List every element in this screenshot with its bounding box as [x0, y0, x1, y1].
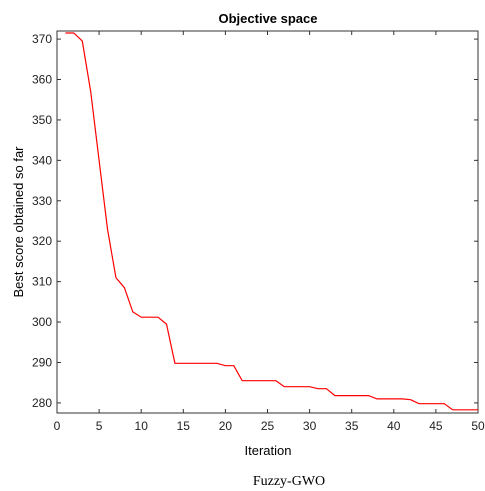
- y-tick-label: 280: [32, 396, 52, 410]
- x-tick-label: 50: [471, 419, 485, 433]
- plot-area: [56, 30, 479, 414]
- figure-caption: Fuzzy-GWO: [253, 474, 325, 489]
- x-tick-label: 30: [303, 419, 317, 433]
- axis-ticks: [56, 31, 479, 413]
- x-tick-label: 25: [261, 419, 275, 433]
- x-axis-label: Iteration: [245, 443, 292, 458]
- x-tick-label: 5: [96, 419, 103, 433]
- x-tick-label: 40: [387, 419, 401, 433]
- y-tick-label: 290: [32, 355, 52, 369]
- x-tick-label: 20: [219, 419, 233, 433]
- y-tick-label: 360: [32, 73, 52, 87]
- x-tick-label: 15: [177, 419, 191, 433]
- y-tick-label: 320: [32, 234, 52, 248]
- x-tick-label: 45: [429, 419, 443, 433]
- y-tick-label: 370: [32, 32, 52, 46]
- chart-title: Objective space: [219, 11, 318, 26]
- y-tick-label: 300: [32, 315, 52, 329]
- y-tick-label: 310: [32, 275, 52, 289]
- y-tick-label: 350: [32, 113, 52, 127]
- tick-labels: 0 5 10 15 20 25 30 35 40 45 50 280 290 300 310 320 330 34…: [32, 32, 485, 433]
- y-tick-label: 330: [32, 194, 52, 208]
- x-tick-label: 10: [135, 419, 149, 433]
- x-tick-label: 0: [54, 419, 61, 433]
- y-axis-label: Best score obtained so far: [11, 146, 26, 298]
- x-tick-label: 35: [345, 419, 359, 433]
- series-line: [65, 32, 478, 411]
- y-tick-label: 340: [32, 153, 52, 167]
